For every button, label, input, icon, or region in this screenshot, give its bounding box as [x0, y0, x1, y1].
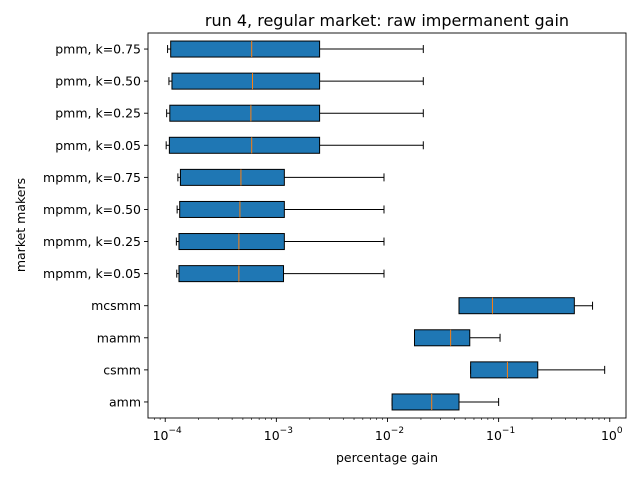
y-tick-label: pmm, k=0.50 [55, 74, 141, 89]
box [178, 265, 285, 283]
box [178, 233, 285, 251]
box-group [165, 136, 424, 154]
box [171, 72, 321, 90]
x-tick-label: 10−3 [264, 426, 293, 443]
box-group [176, 265, 385, 283]
x-axis-ticks: 10−4 10−3 10−2 10−1 100 [153, 418, 623, 443]
box-group [413, 329, 501, 347]
y-tick-label: mpmm, k=0.50 [43, 202, 141, 217]
y-tick-label: mpmm, k=0.25 [43, 234, 141, 249]
chart-marks [165, 40, 606, 411]
y-tick-label: mpmm, k=0.75 [43, 170, 141, 185]
y-tick-label: pmm, k=0.05 [55, 138, 141, 153]
box [170, 40, 321, 58]
box [413, 329, 471, 347]
box-group [470, 361, 606, 379]
box [179, 200, 285, 218]
x-tick-label: 100 [601, 426, 623, 443]
y-tick-label: pmm, k=0.75 [55, 42, 141, 57]
y-axis-ticks: pmm, k=0.75 pmm, k=0.50 pmm, k=0.25 pmm, k=… [43, 42, 148, 409]
box-group [167, 40, 424, 58]
box-group [458, 297, 594, 315]
box-group [391, 393, 500, 411]
x-tick-label: 10−4 [153, 426, 182, 443]
y-tick-label: pmm, k=0.25 [55, 106, 141, 121]
y-axis-label: market makers [13, 178, 28, 272]
y-tick-label: mamm [97, 330, 141, 345]
chart-title: run 4, regular market: raw impermanent g… [205, 11, 569, 30]
box [168, 136, 321, 154]
x-tick-label: 10−2 [375, 426, 404, 443]
box [169, 104, 321, 122]
y-tick-label: mpmm, k=0.05 [43, 266, 141, 281]
box [391, 393, 460, 411]
box [458, 297, 575, 315]
box-group [175, 233, 385, 251]
box-group [177, 168, 385, 186]
axes-frame [147, 32, 627, 419]
y-tick-label: mcsmm [91, 298, 141, 313]
x-tick-label: 10−1 [486, 426, 515, 443]
x-axis-label: percentage gain [336, 450, 438, 465]
box-group [166, 104, 424, 122]
box-group [176, 200, 385, 218]
box-group [168, 72, 424, 90]
box [179, 168, 285, 186]
y-tick-label: amm [109, 394, 141, 409]
box [470, 361, 539, 379]
y-tick-label: csmm [103, 362, 141, 377]
